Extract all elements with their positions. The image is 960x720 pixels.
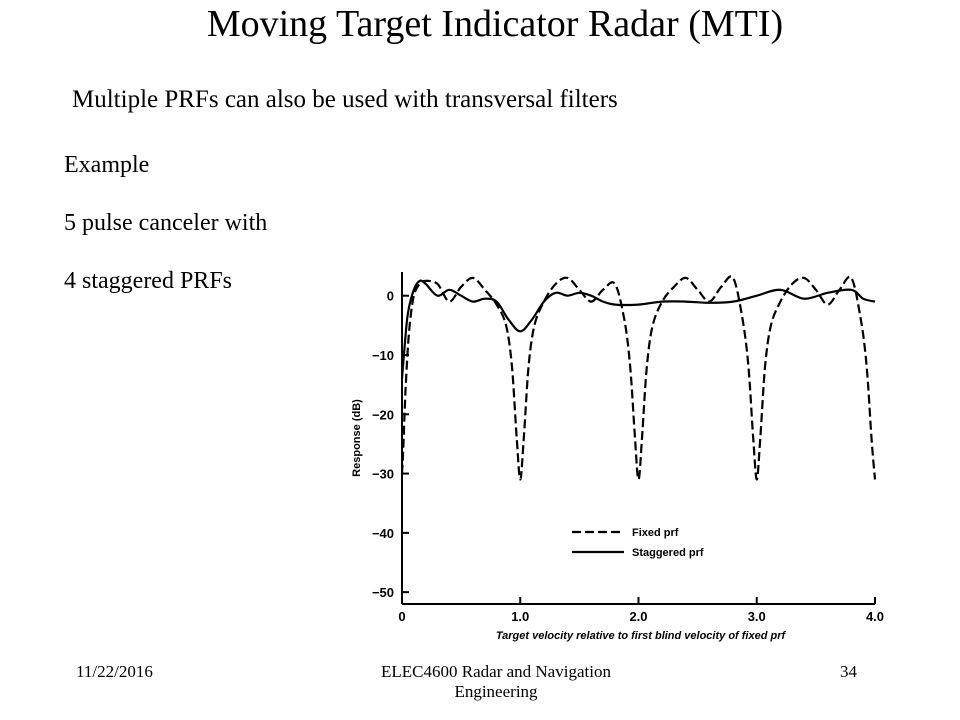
x-tick-label: 0 [398,609,405,624]
series-line-fixed-prf [400,275,877,481]
example-label: Example [64,152,150,178]
footer-date: 11/22/2016 [76,662,153,681]
canceler-description: 5 pulse canceler with [64,210,268,236]
y-tick-label: −50 [372,585,394,600]
x-tick-label: 1.0 [511,609,529,624]
legend-label-fixed-prf: Fixed prf [632,527,679,539]
x-tick-label: 3.0 [748,609,766,624]
y-tick-label: −40 [372,526,394,541]
slide-title: Moving Target Indicator Radar (MTI) [206,3,784,45]
response-chart: 0 −10 −20 −30 −40 −50 0 1.0 2.0 3.0 4.0 Target velo… [351,272,884,642]
y-tick-label: −10 [372,348,394,363]
y-axis-label: Response (dB) [351,399,363,477]
x-axis-label: Target velocity relative to first blind … [496,630,787,642]
footer-page-number: 34 [840,662,857,681]
slide-subtitle: Multiple PRFs can also be used with tran… [72,86,618,113]
x-tick-label: 2.0 [629,609,647,624]
y-tick-label: 0 [387,289,394,304]
y-tick-label: −30 [372,467,394,482]
series-line-staggered-prf [400,279,876,379]
footer-course: ELEC4600 Radar and Navigation Engineerin… [381,662,611,701]
prf-description: 4 staggered PRFs [64,268,232,294]
y-tick-label: −20 [372,407,394,422]
x-tick-label: 4.0 [866,609,884,624]
legend-label-staggered-prf: Staggered prf [632,547,704,559]
